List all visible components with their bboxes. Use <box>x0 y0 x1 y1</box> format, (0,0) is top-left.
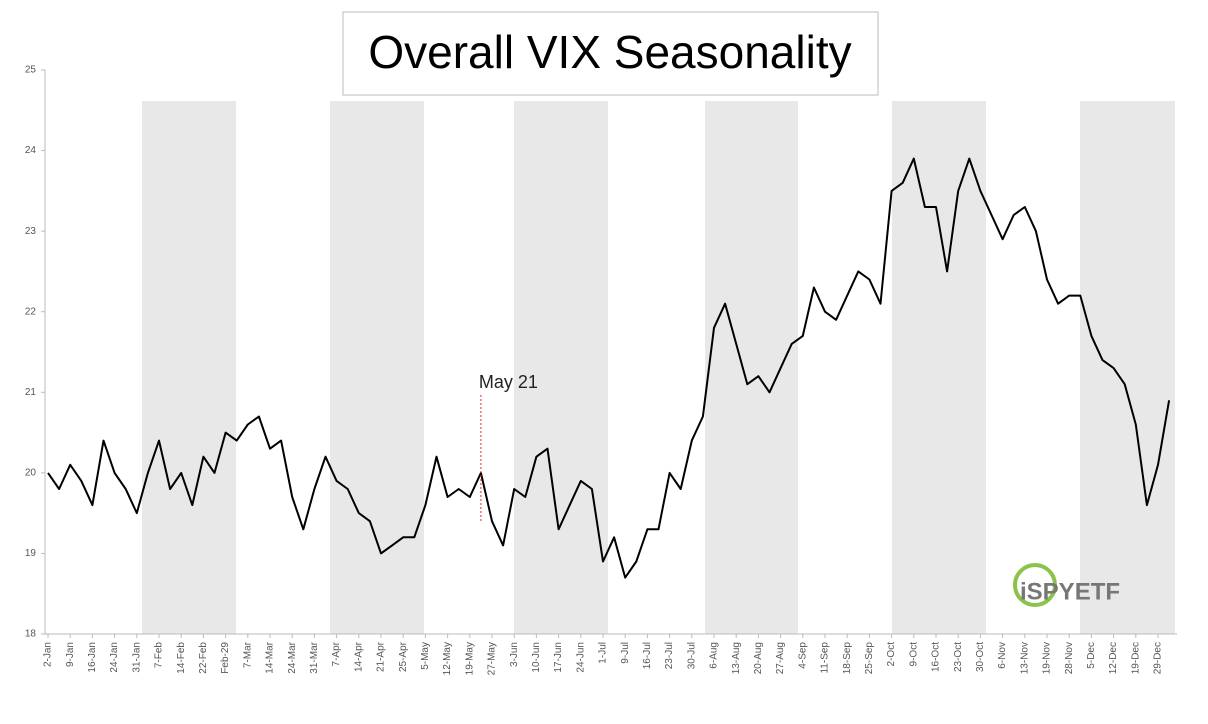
x-tick-label: 25-Sep <box>864 642 875 675</box>
x-tick-label: 27-Aug <box>775 642 786 674</box>
month-shading <box>142 101 1175 634</box>
x-tick-label: 9-Jul <box>620 642 631 664</box>
y-tick-label: 24 <box>25 145 37 156</box>
x-tick-label: 31-Mar <box>309 641 320 673</box>
x-tick-label: 19-May <box>464 642 475 675</box>
x-tick-label: 30-Oct <box>975 642 986 672</box>
x-tick-label: 31-Jan <box>131 642 142 673</box>
x-tick-label: 13-Aug <box>731 642 742 674</box>
y-tick-label: 18 <box>25 629 37 640</box>
x-tick-label: 24-Jun <box>575 642 586 673</box>
x-tick-label: 22-Feb <box>198 642 209 674</box>
x-tick-label: 28-Nov <box>1064 642 1075 674</box>
x-tick-label: 12-May <box>442 642 453 675</box>
x-tick-label: 23-Jul <box>664 642 675 669</box>
x-tick-label: 5-May <box>420 642 431 670</box>
x-tick-label: 12-Dec <box>1108 642 1119 674</box>
shade-band <box>705 101 798 634</box>
y-tick-label: 21 <box>25 387 37 398</box>
shade-band <box>330 101 424 634</box>
x-tick-label: 17-Jun <box>553 642 564 673</box>
x-tick-label: 10-Jun <box>531 642 542 673</box>
x-tick-label: 9-Oct <box>908 642 919 667</box>
x-tick-label: 25-Apr <box>398 641 409 672</box>
x-tick-label: 20-Aug <box>753 642 764 674</box>
x-tick-label: 7-Feb <box>154 642 165 669</box>
y-tick-label: 25 <box>25 65 37 76</box>
x-tick-label: 19-Nov <box>1042 642 1053 674</box>
chart-title: Overall VIX Seasonality <box>368 26 851 78</box>
x-tick-label: 6-Aug <box>709 642 720 669</box>
x-tick-label: 16-Jul <box>642 642 653 669</box>
y-tick-label: 23 <box>25 226 37 237</box>
y-tick-label: 22 <box>25 306 37 317</box>
x-tick-label: 16-Oct <box>931 642 942 672</box>
logo-ring <box>1013 563 1057 607</box>
x-tick-label: Feb-29 <box>220 642 231 674</box>
x-tick-label: 7-Mar <box>242 641 253 668</box>
shade-band <box>142 101 236 634</box>
y-tick-label: 19 <box>25 548 37 559</box>
x-tick-label: 6-Nov <box>997 642 1008 669</box>
shade-band <box>892 101 986 634</box>
x-tick-label: 13-Nov <box>1019 642 1030 674</box>
x-tick-label: 18-Sep <box>842 642 853 675</box>
x-tick-label: 4-Sep <box>797 642 808 669</box>
x-tick-label: 24-Mar <box>287 641 298 673</box>
x-tick-label: 14-Feb <box>176 642 187 674</box>
shade-band <box>1080 101 1175 634</box>
series-line <box>47 157 1171 579</box>
x-tick-label: 29-Dec <box>1153 642 1164 674</box>
x-tick-label: 9-Jan <box>65 642 76 667</box>
x-tick-label: 2-Jan <box>43 642 54 667</box>
x-tick-label: 30-Jul <box>686 642 697 669</box>
x-tick-label: 14-Mar <box>265 641 276 673</box>
x-tick-label: 3-Jun <box>509 642 520 667</box>
annotation-label: May 21 <box>479 372 538 392</box>
x-tick-label: 1-Jul <box>598 642 609 664</box>
watermark: iSPYETF <box>1020 578 1120 605</box>
x-tick-label: 2-Oct <box>886 642 897 667</box>
x-tick-label: 27-May <box>487 642 498 675</box>
x-tick-label: 11-Sep <box>820 642 831 674</box>
title-box <box>342 11 879 96</box>
y-tick-label: 20 <box>25 467 37 478</box>
x-tick-label: 7-Apr <box>331 641 342 666</box>
x-tick-label: 23-Oct <box>953 642 964 672</box>
x-tick-label: 24-Jan <box>109 642 120 673</box>
x-tick-label: 21-Apr <box>376 641 387 672</box>
x-tick-label: 5-Dec <box>1086 642 1097 669</box>
x-tick-label: 19-Dec <box>1130 642 1141 674</box>
x-tick-label: 14-Apr <box>353 641 364 672</box>
shade-band <box>514 101 608 634</box>
x-tick-label: 16-Jan <box>87 642 98 673</box>
